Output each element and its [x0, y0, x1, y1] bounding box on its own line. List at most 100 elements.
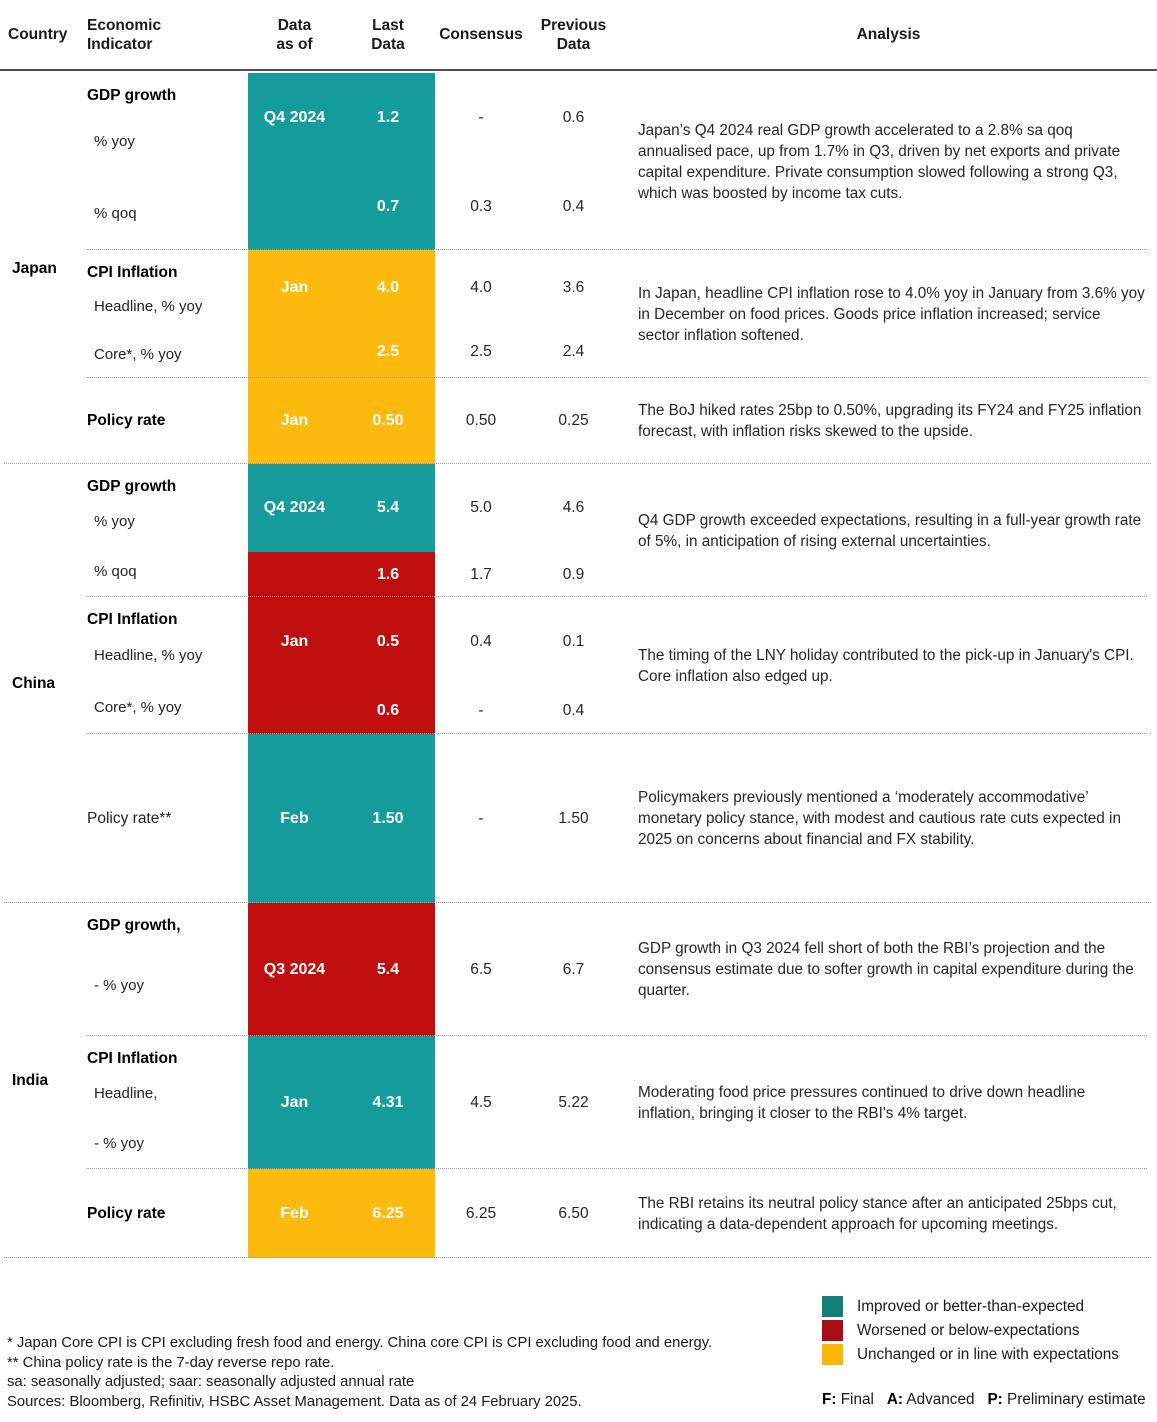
- values-area: Jan 0.50 0.50 0.25: [248, 378, 620, 464]
- analysis-cell: GDP growth in Q3 2024 fell short of both…: [620, 903, 1157, 1036]
- analysis-text: Moderating food price pressures continue…: [638, 1083, 1086, 1122]
- indicator-sublabel: - % yoy: [94, 977, 145, 994]
- indicator-sublabel-slot: % qoq: [87, 547, 248, 598]
- previous-cell: 3.6: [562, 279, 585, 296]
- footer: * Japan Core CPI is CPI excluding fresh …: [0, 1294, 1157, 1412]
- consensus-cell: 2.5: [470, 343, 492, 360]
- indicator-sublabel: Headline, % yoy: [94, 297, 203, 315]
- indicator-sublabel-slot: Headline, % yoy: [87, 629, 248, 682]
- data-as-of-cell: [248, 687, 341, 734]
- indicator-cell: Policy rate**: [87, 734, 248, 903]
- consensus-cell: 5.0: [470, 499, 492, 516]
- col-header-economic-indicator: Economic Indicator: [87, 16, 162, 53]
- value-row: 2.5 2.5 2.4: [248, 326, 620, 378]
- footnotes: * Japan Core CPI is CPI excluding fresh …: [0, 1294, 822, 1412]
- indicator-title: GDP growth: [87, 478, 177, 495]
- indicator-title: CPI Inflation: [87, 1050, 178, 1067]
- consensus-cell: -: [478, 701, 484, 719]
- data-as-of-cell: Jan: [248, 597, 341, 687]
- indicator-cell: GDP growth % yoy % qoq: [87, 73, 248, 250]
- consensus-cell: -: [478, 809, 484, 827]
- data-as-of-cell: Jan: [248, 1036, 341, 1169]
- color-legend: Improved or better-than-expected Worsene…: [822, 1294, 1157, 1412]
- consensus-cell: -: [478, 109, 484, 126]
- analysis-cell: Moderating food price pressures continue…: [620, 1036, 1157, 1169]
- footnote-line: Sources: Bloomberg, Refinitiv, HSBC Asse…: [7, 1393, 582, 1410]
- last-data-cell: 2.5: [341, 326, 435, 378]
- indicator-sublabel-slot: Headline,: [87, 1068, 248, 1119]
- estimate-key-item: A: Advanced: [886, 1391, 975, 1408]
- data-as-of-cell: Jan: [248, 250, 341, 326]
- previous-cell: 0.6: [562, 109, 585, 126]
- analysis-cell: In Japan, headline CPI inflation rose to…: [620, 250, 1157, 378]
- analysis-cell: The RBI retains its neutral policy stanc…: [620, 1169, 1157, 1258]
- section-china-gdp: GDP growth% yoy % qoq Q4 2024 5.4 5.0 4.6 1.6 1…: [0, 464, 1157, 597]
- indicator-sublabel: Core*, % yoy: [94, 699, 182, 717]
- last-data-cell: 0.6: [341, 687, 435, 734]
- value-row: Jan 4.0 4.0 3.6: [248, 250, 620, 326]
- analysis-cell: The BoJ hiked rates 25bp to 0.50%, upgra…: [620, 378, 1157, 464]
- indicator-sublabel: % qoq: [94, 563, 137, 581]
- analysis-cell: Japan’s Q4 2024 real GDP growth accelera…: [620, 73, 1157, 250]
- last-data-cell: 5.4: [341, 903, 435, 1036]
- consensus-cell: 4.5: [470, 1093, 492, 1111]
- indicator-sublabel-slot: % yoy: [87, 496, 248, 547]
- last-data-cell: 0.50: [341, 378, 435, 464]
- indicator-sublabel-slot: Core*, % yoy: [87, 330, 248, 378]
- estimate-key: F: Final A: Advanced P: Preliminary esti…: [822, 1391, 1157, 1409]
- section-japan-policy: Policy rate Jan 0.50 0.50 0.25 The BoJ hiked …: [0, 378, 1157, 464]
- country-group-japan: Japan GDP growth % yoy % qoq Q4 2024 1.2 - 0.6 0…: [0, 73, 1157, 464]
- values-area: Feb 1.50-1.50: [248, 734, 620, 903]
- col-header-data-as-of: Data as of: [276, 16, 313, 53]
- data-as-of-cell: Q4 2024: [248, 73, 341, 163]
- legend-item: Improved or better-than-expected: [822, 1296, 1157, 1317]
- col-header-country: Country: [8, 26, 68, 43]
- indicator-title: GDP growth,: [87, 917, 181, 934]
- data-as-of-cell: [248, 326, 341, 378]
- indicator-cell: Policy rate: [87, 378, 248, 464]
- indicator-sublabel-slot: Headline, % yoy: [87, 282, 248, 330]
- consensus-cell: 0.50: [465, 412, 497, 429]
- value-row: 1.6 1.7 0.9: [248, 552, 620, 597]
- value-row: 0.7 0.3 0.4: [248, 163, 620, 250]
- indicator-sublabel: Headline,: [94, 1084, 158, 1102]
- last-data-cell: 1.6: [341, 552, 435, 597]
- values-area: Q4 2024 5.4 5.0 4.6 1.6 1.7 0.9: [248, 464, 620, 597]
- col-header-analysis: Analysis: [856, 26, 921, 43]
- section-japan-cpi: CPI Inflation Headline, % yoy Core*, % yoy…: [0, 250, 1157, 378]
- previous-cell: 0.1: [562, 633, 585, 650]
- indicator-sublabel: Core*, % yoy: [94, 345, 182, 363]
- value-row: Feb 6.25 6.25 6.50: [248, 1169, 620, 1258]
- data-as-of-cell: Jan: [248, 378, 341, 464]
- indicator-title: CPI Inflation: [87, 611, 178, 628]
- table-body: Japan GDP growth% yoy% qoq Q4 2024 1.2-0.6 0…: [0, 73, 1157, 1258]
- previous-cell: 2.4: [562, 343, 585, 360]
- analysis-text: GDP growth in Q3 2024 fell short of both…: [638, 940, 1134, 999]
- previous-cell: 6.50: [558, 1204, 589, 1222]
- values-area: Q4 2024 1.2 - 0.6 0.7 0.3 0.4: [248, 73, 620, 250]
- country-label: China: [12, 674, 56, 692]
- analysis-text: Policymakers previously mentioned a ‘mod…: [638, 789, 1121, 848]
- footnote-line: sa: seasonally adjusted; saar: seasonall…: [7, 1374, 415, 1390]
- legend-swatch-worsened: [822, 1320, 843, 1341]
- values-area: Jan 4.0 4.0 3.6 2.5 2.5 2.4: [248, 250, 620, 378]
- consensus-cell: 0.3: [470, 197, 492, 215]
- indicator-cell: CPI Inflation Headline, % yoy Core*, % yoy: [87, 250, 248, 378]
- value-row: Jan 0.50 0.50 0.25: [248, 378, 620, 464]
- last-data-cell: 1.50: [341, 734, 435, 903]
- previous-cell: 0.25: [558, 412, 589, 429]
- section-japan-gdp: GDP growth % yoy % qoq Q4 2024 1.2 - 0.6 0.7 0.3…: [0, 73, 1157, 250]
- analysis-text: In Japan, headline CPI inflation rose to…: [638, 284, 1145, 344]
- indicator-sublabel-slot: % qoq: [87, 178, 248, 251]
- estimate-key-item: P: Preliminary estimate: [987, 1391, 1146, 1408]
- last-data-cell: 6.25: [341, 1169, 435, 1258]
- last-data-cell: 0.5: [341, 597, 435, 687]
- indicator-title: GDP growth: [87, 87, 177, 104]
- legend-swatch-unchanged: [822, 1344, 843, 1365]
- data-as-of-cell: Feb: [248, 1169, 341, 1258]
- country-group-india: India GDP growth, - % yoy Q3 2024 5.4 6.5 6.7 G…: [0, 903, 1157, 1258]
- previous-cell: 6.7: [562, 960, 585, 978]
- legend-item: Worsened or below-expectations: [822, 1320, 1157, 1341]
- section-china-cpi: CPI Inflation Headline, % yoy Core*, % yoy…: [0, 597, 1157, 734]
